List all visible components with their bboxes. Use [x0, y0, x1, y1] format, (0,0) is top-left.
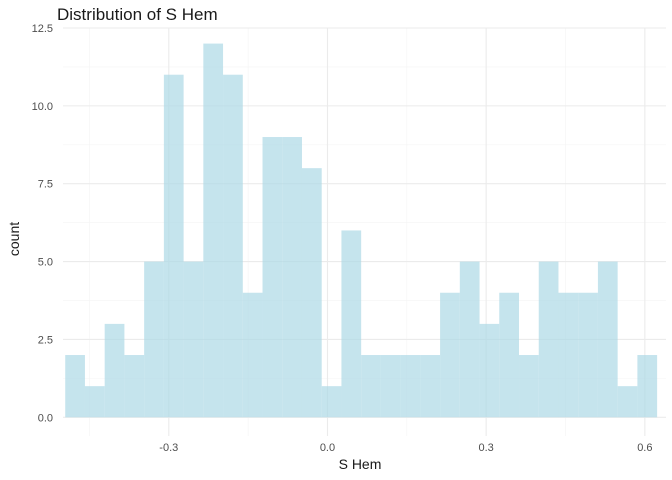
- histogram-bar: [578, 292, 598, 418]
- histogram-bar: [144, 261, 164, 418]
- histogram-bar: [380, 355, 401, 418]
- histogram-bar: [242, 292, 263, 418]
- histogram-bar: [637, 355, 658, 418]
- y-tick-label: 2.5: [38, 334, 53, 346]
- x-axis-ticks: -0.3 0.0 0.3 0.6: [159, 442, 652, 454]
- y-tick-label: 7.5: [38, 179, 53, 191]
- x-tick-label: 0.6: [637, 442, 652, 454]
- histogram-bar: [124, 355, 145, 418]
- histogram-bar: [479, 323, 500, 418]
- histogram-bar: [558, 292, 579, 418]
- histogram-bar: [499, 292, 520, 418]
- histogram-bar: [617, 386, 638, 418]
- histogram-bar: [538, 261, 559, 418]
- y-tick-label: 5.0: [38, 257, 53, 269]
- histogram-bar: [341, 230, 362, 418]
- histogram-bar: [301, 168, 322, 418]
- histogram-bar: [597, 261, 618, 418]
- histogram-bar: [262, 137, 283, 418]
- histogram-bar: [163, 74, 184, 418]
- y-tick-label: 10.0: [32, 101, 53, 113]
- histogram-bar: [420, 355, 441, 418]
- y-axis-title: count: [6, 222, 22, 256]
- y-axis-ticks: 0.0 2.5 5.0 7.5 10.0 12.5: [32, 23, 53, 424]
- histogram-bar: [84, 386, 105, 418]
- x-tick-label: -0.3: [159, 442, 178, 454]
- histogram-bar: [321, 386, 342, 418]
- histogram-bar: [459, 261, 480, 418]
- histogram-bar: [203, 43, 224, 418]
- x-axis-title: S Hem: [339, 456, 382, 472]
- histogram-bar: [104, 323, 125, 418]
- y-tick-label: 0.0: [38, 412, 53, 424]
- y-tick-label: 12.5: [32, 23, 53, 35]
- histogram-bar: [65, 355, 85, 418]
- x-tick-label: 0.3: [479, 442, 494, 454]
- histogram-bar: [282, 137, 302, 418]
- histogram-bar: [519, 355, 539, 418]
- histogram-bar: [223, 74, 243, 418]
- histogram-bar: [440, 292, 460, 418]
- histogram-bar: [183, 261, 204, 418]
- histogram-bar: [400, 355, 421, 418]
- x-tick-label: 0.0: [320, 442, 335, 454]
- chart-title: Distribution of S Hem: [57, 5, 218, 24]
- histogram-bar: [361, 355, 381, 418]
- bars: [65, 43, 658, 418]
